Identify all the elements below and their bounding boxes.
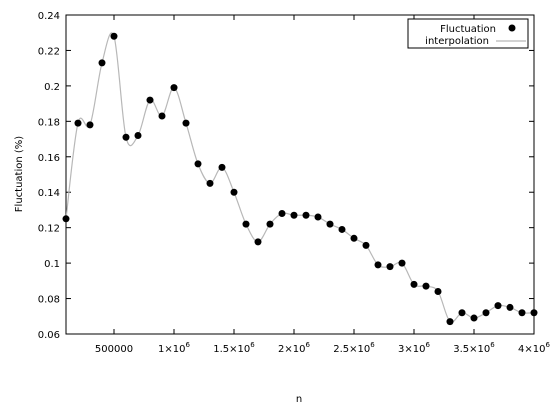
- data-point: [494, 302, 502, 310]
- data-point: [230, 188, 238, 196]
- data-point: [434, 287, 442, 295]
- data-point: [134, 132, 142, 140]
- y-tick-label: 0.2: [44, 82, 60, 93]
- data-point: [146, 96, 154, 104]
- data-point: [374, 261, 382, 269]
- legend: Fluctuation interpolation: [407, 18, 529, 49]
- data-point: [122, 133, 130, 141]
- data-point: [98, 59, 106, 67]
- x-tick-label: 3×106: [398, 341, 430, 355]
- y-tick-label: 0.24: [38, 11, 60, 22]
- data-point: [206, 179, 214, 187]
- x-axis-title: n: [296, 394, 302, 405]
- legend-label-interpolation: interpolation: [425, 36, 489, 47]
- data-point: [62, 215, 70, 223]
- x-tick-label: 1.5×106: [213, 341, 255, 355]
- x-tick-label: 3.5×106: [453, 341, 495, 355]
- x-tick-label: 2×106: [278, 341, 310, 355]
- data-point: [338, 225, 346, 233]
- data-point: [530, 309, 538, 317]
- data-point: [110, 32, 118, 40]
- y-axis: 0.06 0.08 0.1 0.12 0.14 0.16 0.18 0.2 0.22 0.24: [38, 11, 534, 341]
- data-point: [266, 220, 274, 228]
- y-tick-label: 0.12: [38, 224, 60, 235]
- legend-box: [407, 18, 529, 49]
- x-axis: 500000 1×106 1.5×106 2×106 2.5×106 3×106 3.5×1…: [95, 15, 550, 355]
- data-point: [386, 263, 394, 271]
- y-tick-label: 0.1: [44, 259, 60, 270]
- data-point: [314, 213, 322, 221]
- data-point: [170, 84, 178, 92]
- data-point: [290, 211, 298, 219]
- data-point: [446, 318, 454, 326]
- data-point: [158, 112, 166, 120]
- y-tick-label: 0.14: [38, 188, 60, 199]
- data-point: [86, 121, 94, 129]
- y-tick-label: 0.06: [38, 330, 60, 341]
- data-point: [254, 238, 262, 246]
- data-point: [218, 163, 226, 171]
- data-point: [362, 241, 370, 249]
- x-tick-label: 500000: [95, 344, 133, 355]
- data-point: [194, 160, 202, 168]
- data-point: [422, 282, 430, 290]
- data-point: [470, 314, 478, 322]
- data-point: [278, 209, 286, 217]
- x-tick-label: 4×106: [518, 341, 550, 355]
- plot-frame: [65, 14, 535, 335]
- y-tick-label: 0.08: [38, 295, 60, 306]
- data-point: [242, 220, 250, 228]
- data-point: [410, 280, 418, 288]
- data-point: [74, 119, 82, 127]
- y-tick-label: 0.18: [38, 117, 60, 128]
- data-point: [458, 309, 466, 317]
- data-point: [398, 259, 406, 267]
- x-tick-label: 2.5×106: [333, 341, 375, 355]
- y-axis-title: Fluctuation (%): [14, 136, 25, 212]
- data-point: [302, 211, 310, 219]
- x-tick-label: 1×106: [158, 341, 190, 355]
- data-point: [482, 309, 490, 317]
- legend-marker-fluctuation: [508, 24, 516, 32]
- data-point: [350, 234, 358, 242]
- interpolation-line: [65, 32, 535, 323]
- y-tick-label: 0.22: [38, 46, 60, 57]
- legend-label-fluctuation: Fluctuation: [440, 24, 496, 35]
- data-point: [326, 220, 334, 228]
- data-point: [506, 303, 514, 311]
- y-tick-label: 0.16: [38, 153, 60, 164]
- data-point: [182, 119, 190, 127]
- fluctuation-points: [62, 32, 538, 326]
- data-point: [518, 309, 526, 317]
